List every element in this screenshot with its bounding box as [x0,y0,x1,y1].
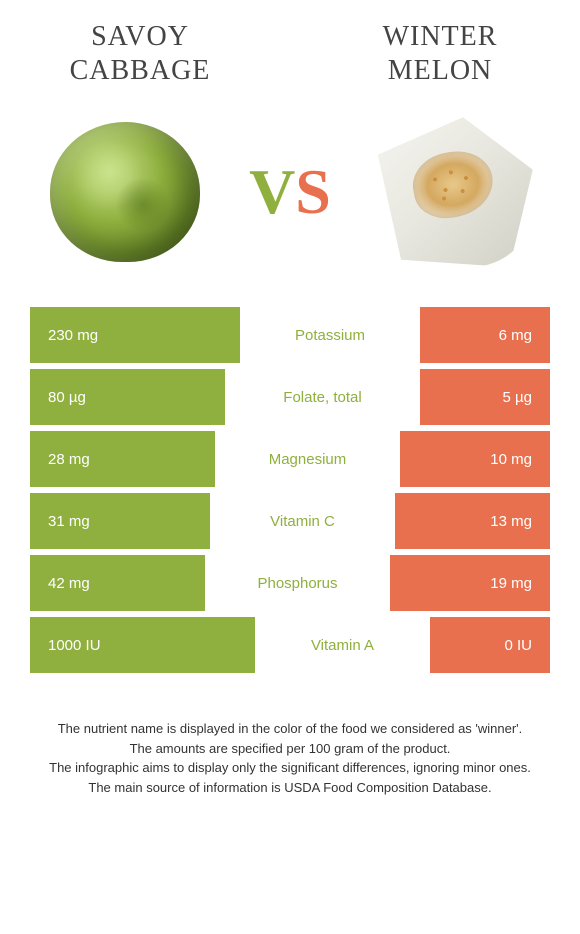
vs-s: S [295,156,331,227]
right-value-bar: 13 mg [395,493,550,549]
nutrient-row: 42 mgPhosphorus19 mg [30,555,550,611]
right-value-bar: 10 mg [400,431,550,487]
right-value-bar: 19 mg [390,555,550,611]
nutrient-row: 31 mgVitamin C13 mg [30,493,550,549]
left-value-bar: 28 mg [30,431,215,487]
nutrient-label: Phosphorus [205,575,390,592]
right-value-bar: 0 IU [430,617,550,673]
image-row: VS [0,97,580,307]
left-food-image [40,107,210,277]
nutrient-label: Magnesium [215,451,400,468]
nutrient-label: Potassium [240,327,420,344]
right-food-title: WINTER MELON [340,20,540,87]
footnote-line: The amounts are specified per 100 gram o… [30,739,550,759]
nutrient-label: Vitamin A [255,637,430,654]
vs-label: VS [249,155,331,229]
nutrient-row: 28 mgMagnesium10 mg [30,431,550,487]
melon-icon [378,117,533,267]
left-value-bar: 1000 IU [30,617,255,673]
vs-v: V [249,156,295,227]
left-value-bar: 42 mg [30,555,205,611]
header: SAVOY CABBAGE WINTER MELON [0,0,580,97]
right-value-bar: 6 mg [420,307,550,363]
nutrient-row: 1000 IUVitamin A0 IU [30,617,550,673]
nutrient-row: 80 µgFolate, total5 µg [30,369,550,425]
footnote-line: The nutrient name is displayed in the co… [30,719,550,739]
left-value-bar: 230 mg [30,307,240,363]
cabbage-icon [50,122,200,262]
footnote-line: The infographic aims to display only the… [30,758,550,778]
right-food-image [370,107,540,277]
nutrient-label: Vitamin C [210,513,395,530]
left-food-title: SAVOY CABBAGE [40,20,240,87]
nutrient-row: 230 mgPotassium6 mg [30,307,550,363]
nutrient-label: Folate, total [225,389,420,406]
left-value-bar: 31 mg [30,493,210,549]
footnotes: The nutrient name is displayed in the co… [0,679,580,797]
left-value-bar: 80 µg [30,369,225,425]
footnote-line: The main source of information is USDA F… [30,778,550,798]
right-value-bar: 5 µg [420,369,550,425]
nutrient-rows: 230 mgPotassium6 mg 80 µgFolate, total5 µ… [0,307,580,673]
